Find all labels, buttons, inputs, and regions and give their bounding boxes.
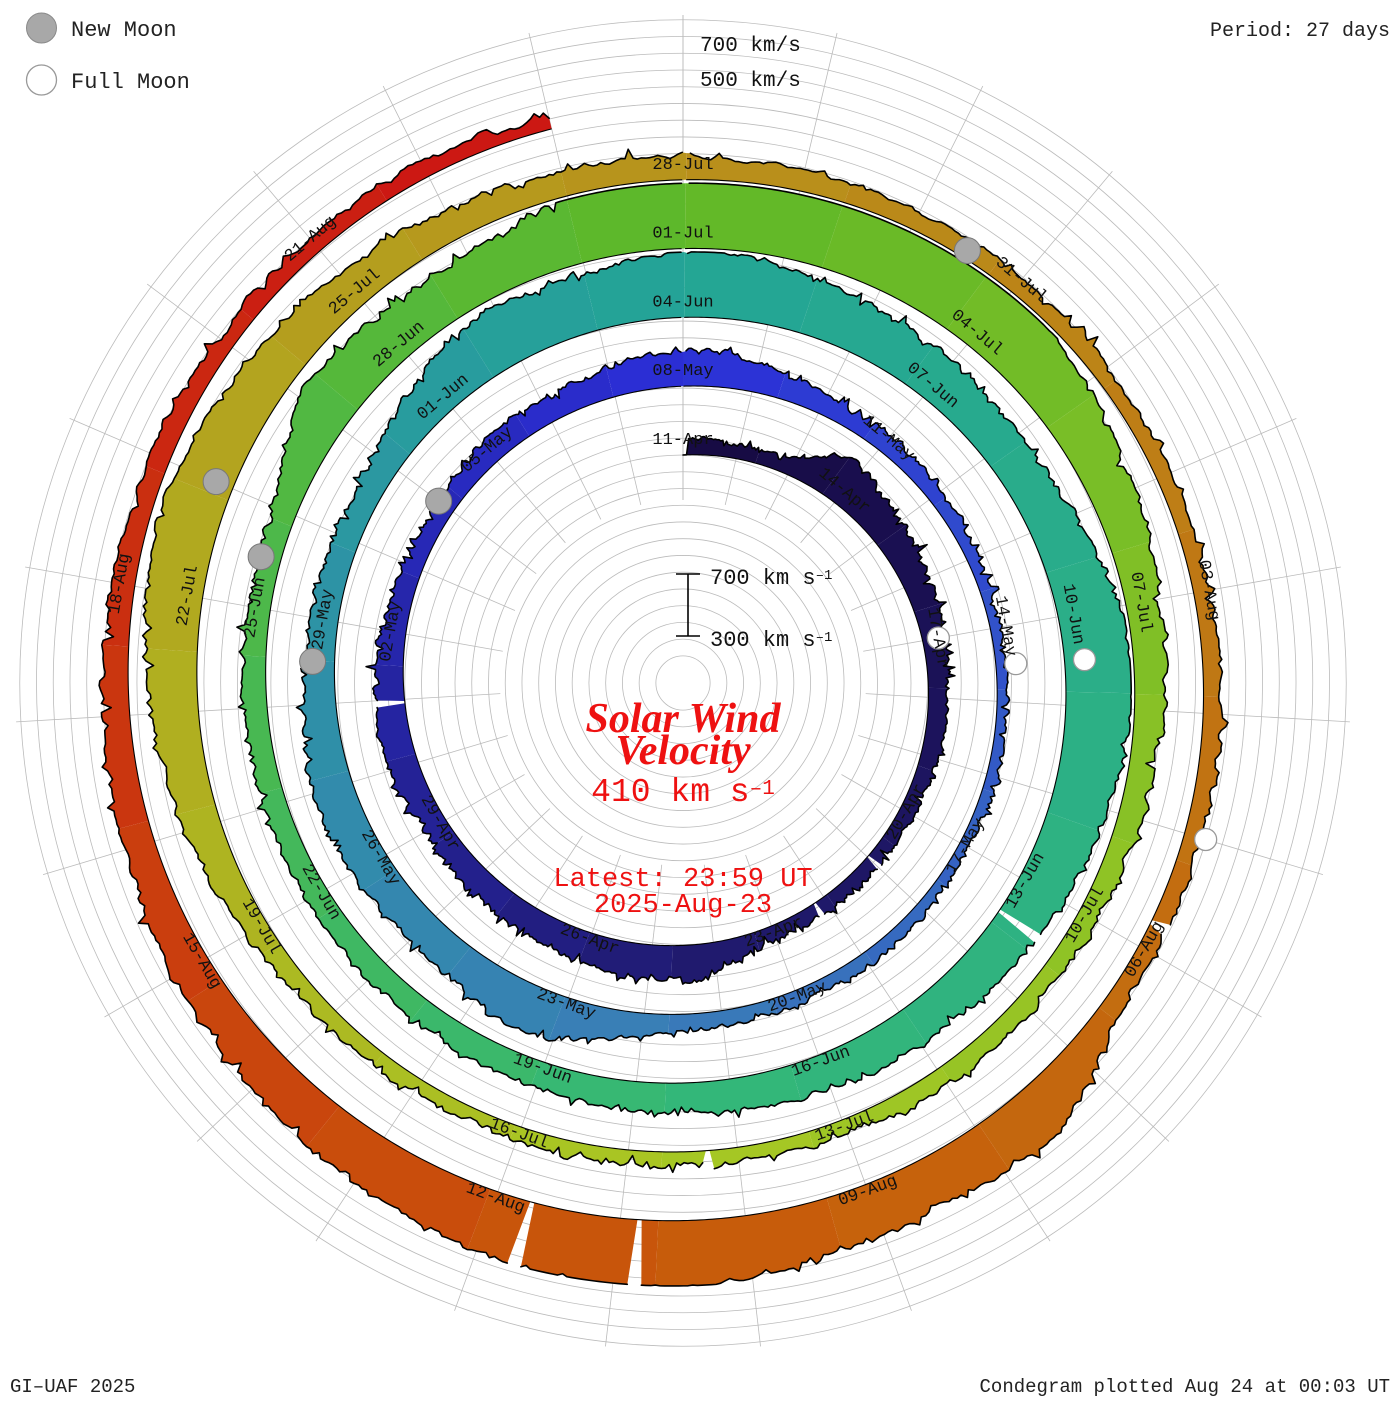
- svg-text:2025-Aug-23: 2025-Aug-23: [594, 891, 772, 921]
- svg-text:Period: 27 days: Period: 27 days: [1210, 20, 1390, 43]
- svg-text:410 km s–1: 410 km s–1: [591, 774, 775, 811]
- svg-text:GI–UAF 2025: GI–UAF 2025: [10, 1376, 135, 1398]
- svg-text:08-May: 08-May: [652, 362, 713, 381]
- svg-text:Full Moon: Full Moon: [71, 70, 190, 95]
- svg-text:700 km s–1: 700 km s–1: [710, 566, 832, 591]
- svg-text:300 km s–1: 300 km s–1: [710, 628, 832, 653]
- svg-text:New Moon: New Moon: [71, 18, 177, 43]
- svg-text:Velocity: Velocity: [615, 728, 751, 774]
- svg-text:28-Jul: 28-Jul: [652, 156, 713, 175]
- svg-text:01-Jul: 01-Jul: [652, 225, 713, 244]
- svg-text:500 km/s: 500 km/s: [700, 70, 801, 93]
- svg-text:11-Apr: 11-Apr: [652, 431, 713, 450]
- svg-text:Condegram plotted Aug 24 at 00: Condegram plotted Aug 24 at 00:03 UT: [980, 1376, 1390, 1398]
- svg-text:700 km/s: 700 km/s: [700, 35, 801, 58]
- svg-text:04-Jun: 04-Jun: [652, 293, 713, 312]
